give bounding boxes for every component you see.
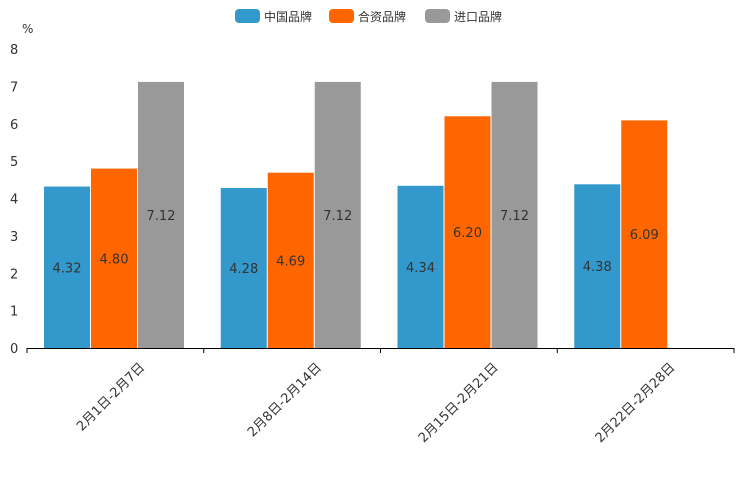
legend-swatch bbox=[425, 9, 450, 23]
bar bbox=[138, 81, 184, 348]
x-tick-label: 2月1日-2月7日 bbox=[74, 360, 148, 434]
bar bbox=[397, 185, 444, 348]
legend-swatch bbox=[235, 9, 260, 23]
x-tick-label: 2月15日-2月21日 bbox=[416, 360, 502, 446]
y-tick-label: 5 bbox=[10, 155, 18, 170]
bar-value-label: 4.34 bbox=[406, 261, 435, 276]
bar-value-label: 6.20 bbox=[453, 226, 482, 241]
x-tick-label: 2月8日-2月14日 bbox=[245, 360, 325, 440]
bar-value-label: 4.80 bbox=[100, 252, 129, 267]
bar-value-label: 4.38 bbox=[583, 260, 612, 275]
bar-value-label: 7.12 bbox=[500, 209, 529, 224]
bars: 4.32 4.80 7.12 4.28 4.69 7.12 4.34 6.20 7.12 4.38… bbox=[44, 81, 668, 349]
legend-label: 进口品牌 bbox=[454, 10, 502, 24]
y-tick-label: 3 bbox=[10, 230, 18, 245]
legend: 中国品牌 合资品牌 进口品牌 bbox=[235, 9, 502, 24]
y-tick-label: 6 bbox=[10, 118, 18, 133]
bar-value-label: 4.69 bbox=[276, 254, 305, 269]
bar-value-label: 4.32 bbox=[53, 261, 82, 276]
bar bbox=[91, 168, 137, 348]
y-axis-unit: % bbox=[22, 22, 33, 36]
legend-label: 中国品牌 bbox=[264, 9, 312, 24]
x-tick-label: 2月22日-2月28日 bbox=[593, 360, 679, 446]
y-tick-label: 2 bbox=[10, 267, 18, 282]
bar bbox=[621, 120, 668, 348]
y-axis: 0 1 2 3 4 5 6 7 8 bbox=[10, 43, 18, 357]
bar bbox=[314, 81, 361, 348]
bar bbox=[220, 188, 267, 348]
x-axis: 2月1日-2月7日 2月8日-2月14日 2月15日-2月21日 2月22日-2月28… bbox=[26, 348, 735, 446]
y-tick-label: 8 bbox=[10, 43, 18, 58]
legend-label: 合资品牌 bbox=[358, 9, 406, 24]
bar bbox=[444, 116, 491, 349]
bar-value-label: 7.12 bbox=[323, 209, 352, 224]
y-tick-label: 0 bbox=[10, 342, 18, 357]
y-tick-label: 7 bbox=[10, 80, 18, 95]
bar-value-label: 4.28 bbox=[229, 262, 258, 277]
y-tick-label: 4 bbox=[10, 193, 18, 208]
legend-swatch bbox=[329, 9, 354, 23]
bar bbox=[574, 184, 621, 348]
bar-value-label: 6.09 bbox=[630, 228, 659, 243]
bar bbox=[491, 81, 538, 348]
bar bbox=[44, 186, 90, 348]
bar-value-label: 7.12 bbox=[147, 209, 176, 224]
y-tick-label: 1 bbox=[10, 305, 18, 320]
bar bbox=[267, 172, 314, 348]
